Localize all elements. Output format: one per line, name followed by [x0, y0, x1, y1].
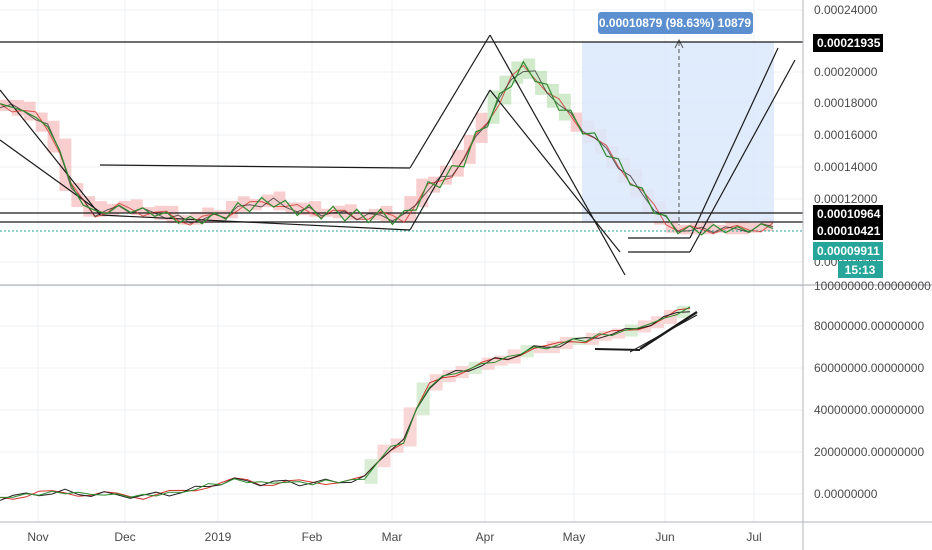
price-cloud-segment: [130, 199, 143, 216]
x-axis-tick-label: May: [563, 530, 586, 544]
indicator-axis-tick-label: 60000000.00000000: [814, 361, 924, 375]
price-badge-current-text: 0.00009911: [817, 244, 880, 258]
indicator-axis-tick-label: 100000000.00000000: [814, 279, 931, 293]
price-badge-current: [813, 242, 883, 260]
x-axis-tick-label: Jul: [746, 530, 761, 544]
price-cloud-segment: [166, 205, 179, 224]
price-badge-lower-text: 0.00010421: [817, 224, 881, 238]
price-cloud-segment: [511, 61, 524, 84]
x-axis-tick-label: Feb: [302, 530, 323, 544]
uptrend-channel-right: [409, 89, 491, 231]
indicator-axis-tick-label: 80000000.00000000: [814, 319, 924, 333]
price-badge-upper-text: 0.00010964: [817, 207, 881, 221]
price-cloud-segment: [225, 200, 238, 219]
indicator-cloud-segment: [494, 355, 508, 366]
x-axis-tick-label: 2019: [205, 530, 232, 544]
price-cloud-segment: [273, 191, 286, 211]
measure-arrow-head: [674, 38, 684, 49]
indicator-cloud-segment: [637, 320, 651, 333]
indicator-series-green: [0, 306, 691, 498]
indicator-cloud-segment: [598, 330, 612, 341]
range-top-line: [99, 164, 411, 169]
x-axis-tick-label: Apr: [476, 530, 495, 544]
indicator-axis-tick-label: 20000000.00000000: [814, 445, 924, 459]
indicator-cloud-segment: [624, 324, 638, 337]
downtrend-channel-right: [489, 89, 621, 253]
downtrend-line: [0, 89, 101, 216]
price-cloud-segment: [344, 204, 357, 220]
projection-line-2: [689, 47, 779, 239]
x-axis-tick-label: Jun: [655, 530, 674, 544]
price-cloud-segment: [59, 138, 72, 192]
price-cloud-segment: [83, 196, 96, 217]
price-badge-lower: [813, 222, 883, 240]
x-axis-tick-label: Mar: [382, 530, 403, 544]
x-axis-tick-label: Nov: [27, 530, 48, 544]
price-cloud-segment: [237, 196, 250, 212]
price-series-main: [0, 60, 774, 236]
indicator-cloud-segment: [611, 328, 625, 339]
indicator-cloud-segment: [507, 349, 521, 364]
price-cloud-segment: [487, 90, 500, 124]
measure-badge-text: 0.00010879 (98.63%) 10879: [599, 16, 751, 30]
x-axis-tick-label: Dec: [114, 530, 135, 544]
price-badge-resistance-text: 0.00021935: [817, 36, 881, 50]
price-axis-tick-label: 0.00024000: [814, 3, 878, 17]
indicator-cloud-segment: [572, 336, 586, 345]
indicator-cloud-segment: [481, 357, 495, 370]
indicator-cloud-segment: [442, 370, 456, 383]
price-badge-resistance: [813, 34, 883, 52]
price-cloud-segment: [737, 218, 750, 235]
price-cloud-segment: [118, 200, 131, 214]
price-axis-tick-label: 0.00018000: [814, 96, 878, 110]
indicator-cloud-segment: [533, 345, 547, 354]
price-cloud-segment: [261, 194, 274, 208]
indicator-axis-tick-label: 40000000.00000000: [814, 403, 924, 417]
projection-line-1: [689, 59, 796, 253]
price-cloud-segment: [701, 218, 714, 235]
price-badge-upper: [813, 205, 883, 223]
price-cloud-segment: [95, 201, 108, 217]
price-cloud-segment: [451, 149, 464, 177]
indicator-trend-line-2: [629, 314, 698, 353]
measure-range-area: [582, 42, 774, 222]
price-axis-tick-label: 0.00014000: [814, 160, 878, 174]
price-cloud-segment: [309, 201, 322, 217]
price-cloud-segment: [440, 165, 452, 185]
price-cloud-segment: [190, 212, 203, 225]
price-series-dark: [0, 70, 774, 234]
indicator-axis-tick-label: 0.00000000: [814, 487, 878, 501]
countdown-badge: [838, 261, 883, 278]
indicator-support-line: [594, 348, 641, 351]
price-cloud-segment: [523, 58, 536, 79]
price-axis-tick-label: 0.00016000: [814, 128, 878, 142]
measure-badge[interactable]: [598, 12, 753, 34]
uptrend-channel-left: [409, 34, 491, 169]
price-axis-tick-label: 0.00020000: [814, 65, 878, 79]
countdown-badge-text: 15:13: [845, 263, 876, 277]
price-axis-tick-label: 0.00012000: [814, 192, 878, 206]
range-bottom-line: [99, 214, 411, 231]
